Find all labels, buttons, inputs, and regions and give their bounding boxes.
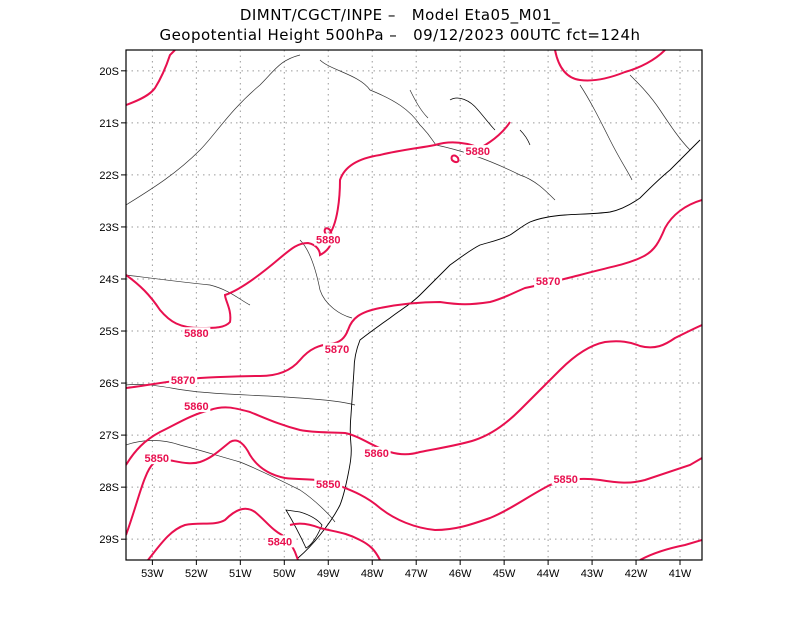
- lon-tick-label: 48W: [361, 568, 384, 580]
- contour-label-background: [463, 145, 492, 158]
- lat-lon-grid: [126, 50, 702, 560]
- contour-5840-west: [147, 507, 299, 560]
- lon-tick-label: 45W: [493, 568, 516, 580]
- lat-tick-label: 22S: [99, 170, 119, 182]
- lon-tick-label: 44W: [537, 568, 560, 580]
- contour-5880-central: [126, 121, 511, 330]
- border-es-north: [629, 74, 691, 151]
- lon-tick-label: 52W: [185, 568, 208, 580]
- contour-label-background: [169, 374, 198, 387]
- contour-label-background: [551, 472, 580, 485]
- contour-label: 5880: [184, 328, 208, 340]
- contour-label-background: [182, 327, 211, 340]
- contour-label-background: [142, 452, 171, 465]
- lat-tick-label: 23S: [99, 222, 119, 234]
- lat-tick-label: 24S: [99, 274, 119, 286]
- coastline: [297, 139, 701, 559]
- contour-5880-north-east: [554, 50, 666, 82]
- contour-lines: [126, 50, 702, 560]
- border-pr-sc: [126, 384, 356, 406]
- border-ms-pr-sp: [126, 54, 301, 206]
- lat-tick-label: 28S: [99, 482, 119, 494]
- lon-tick-label: 51W: [229, 568, 252, 580]
- lon-tick-label: 49W: [317, 568, 340, 580]
- lat-tick-label: 21S: [99, 118, 119, 130]
- lon-tick-label: 43W: [581, 568, 604, 580]
- bay-islands: [449, 97, 531, 146]
- contour-5840-mid: [289, 522, 381, 560]
- lon-tick-label: 53W: [141, 568, 164, 580]
- contour-5870: [126, 199, 702, 389]
- contour-label-background: [314, 478, 343, 491]
- lat-tick-label: 29S: [99, 534, 119, 546]
- map-title-line-2: Geopotential Height 500hPa – 09/12/2023 …: [159, 26, 641, 44]
- contour-label-background: [182, 400, 211, 413]
- lat-tick-label: 27S: [99, 430, 119, 442]
- contour-label-background: [323, 342, 352, 355]
- map-title-line-1: DIMNT/CGCT/INPE – Model Eta05_M01_: [239, 6, 561, 24]
- border-mg-es: [579, 84, 633, 181]
- lon-tick-label: 41W: [669, 568, 692, 580]
- border-sc-rs: [126, 440, 336, 523]
- contour-label: 5870: [536, 276, 560, 288]
- contour-label-background: [314, 233, 343, 246]
- border-mg-sp: [319, 59, 437, 146]
- contour-label-layer: 5880 5880 5880 5870 5870 5870 5860 5860 5850 5850…: [142, 145, 580, 548]
- contour-label: 5850: [553, 474, 577, 486]
- lat-tick-label: 25S: [99, 326, 119, 338]
- map-frame: [125, 49, 703, 561]
- contour-label: 5870: [171, 375, 195, 387]
- contour-5880-loop: [450, 154, 460, 164]
- contour-label: 5880: [316, 235, 340, 247]
- contour-label: 5860: [184, 401, 208, 413]
- contour-label-background: [534, 275, 563, 288]
- contour-label: 5840: [268, 536, 292, 548]
- contour-label: 5880: [466, 146, 490, 158]
- axis-ticks: 53W 52W 51W 50W 49W 48W 47W 46W 45W 44W 43W 42W 41W 2…: [99, 66, 692, 580]
- lat-tick-label: 20S: [99, 66, 119, 78]
- contour-label: 5850: [145, 453, 169, 465]
- contour-5880-north: [126, 50, 176, 106]
- patos-lagoon: [285, 509, 323, 549]
- contour-5860: [126, 324, 702, 466]
- lon-tick-label: 50W: [273, 568, 296, 580]
- border-mg-rj: [435, 144, 556, 201]
- lon-tick-label: 42W: [625, 568, 648, 580]
- lon-tick-label: 46W: [449, 568, 472, 580]
- contour-label: 5850: [316, 479, 340, 491]
- contour-5840-east: [639, 539, 702, 560]
- contour-5850: [126, 439, 702, 536]
- border-sp-pr: [299, 239, 353, 319]
- border-pr-paraguay: [126, 274, 251, 306]
- lat-tick-label: 26S: [99, 378, 119, 390]
- contour-label-background: [265, 535, 294, 548]
- contour-label-background: [362, 446, 391, 459]
- lon-tick-label: 47W: [405, 568, 428, 580]
- border-sp-mg-inner: [409, 89, 429, 119]
- state-borders: [126, 54, 691, 523]
- contour-label: 5860: [364, 448, 388, 460]
- contour-label: 5870: [325, 344, 349, 356]
